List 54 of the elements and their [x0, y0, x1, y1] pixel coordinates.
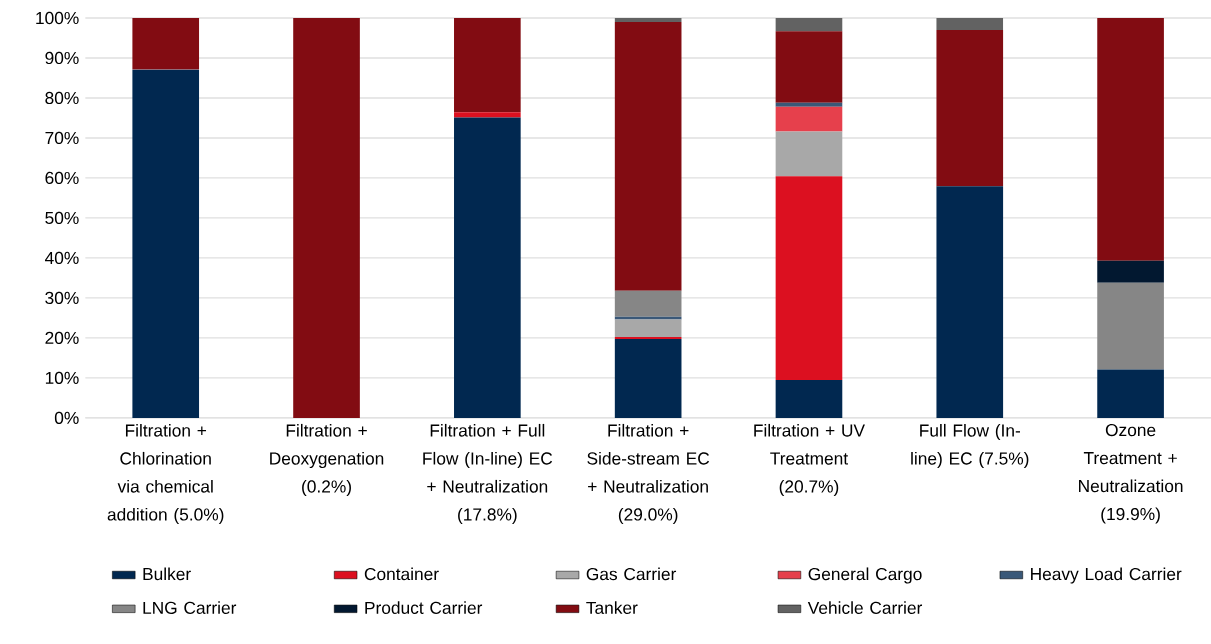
bar	[1097, 18, 1164, 261]
legend-label: Vehicle Carrier	[807, 601, 923, 615]
legend-label: Product Carrier	[365, 601, 483, 615]
y-tick-label: 50%	[45, 211, 79, 225]
x-tick-label: Ozone Treatment + Neutralization (19.9%)	[1079, 424, 1183, 524]
bar	[614, 18, 682, 23]
y-tick-label: 20%	[45, 331, 79, 345]
y-tick-label: 90%	[45, 51, 79, 65]
x-tick-label: Filtration + Full Flow (In-line) EC + Neutralization (17.8%)	[423, 424, 553, 525]
bar	[1097, 282, 1164, 370]
bar	[293, 18, 360, 418]
bar	[775, 106, 843, 132]
bar	[936, 18, 1004, 31]
y-tick-label: 40%	[44, 251, 79, 265]
y-tick-label: 70%	[45, 131, 79, 145]
bar	[775, 31, 843, 103]
legend-label: LNG Carrier	[143, 601, 237, 615]
bar	[132, 18, 200, 70]
bar	[614, 319, 682, 338]
legend-label: General Cargo	[808, 567, 922, 584]
legend-label: Bulker	[143, 567, 191, 581]
bar	[936, 30, 1004, 187]
bar	[454, 112, 521, 118]
legend-label: Container	[364, 567, 439, 581]
x-tick-label: Filtration + Chlorination via chemical addition (5.0%)	[107, 424, 224, 525]
bar	[614, 316, 682, 320]
y-tick-label: 60%	[45, 171, 79, 185]
bar	[775, 176, 843, 380]
y-tick-label: 30%	[45, 291, 79, 305]
bar	[775, 131, 843, 177]
y-tick-label: 80%	[45, 91, 79, 105]
x-tick-label: Filtration + Side-stream EC + Neutralization (29.0%)	[587, 424, 710, 525]
bar	[614, 337, 682, 340]
bar	[614, 339, 682, 418]
bar	[1097, 369, 1164, 418]
bar	[775, 18, 843, 32]
x-tick-label: Filtration + UV Treatment (20.7%)	[754, 424, 865, 497]
bar	[775, 102, 843, 107]
bar	[936, 186, 1004, 418]
legend-label: Heavy Load Carrier	[1031, 567, 1182, 584]
bar	[614, 290, 682, 317]
bar	[454, 117, 521, 418]
y-tick-label: 10%	[45, 371, 79, 385]
x-tick-label: Filtration + Deoxygenation (0.2%)	[270, 424, 384, 497]
bar	[454, 18, 521, 113]
legend-label: Tanker	[586, 601, 638, 615]
bar	[614, 22, 682, 291]
x-tick-label: Full Flow (In-line) EC (7.5%)	[911, 424, 1029, 469]
bar	[775, 379, 843, 418]
y-tick-label: 0%	[54, 411, 79, 425]
bar	[132, 69, 200, 418]
y-tick-label: 100%	[36, 11, 79, 25]
legend-label: Gas Carrier	[586, 567, 677, 581]
bar	[1097, 260, 1164, 283]
